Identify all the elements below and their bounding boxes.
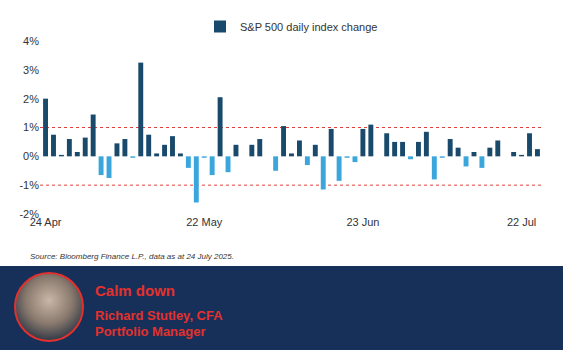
html-text:Source: Bloomberg Finance L.P.: Source: Bloomberg Finance L.P., data as …: [30, 252, 234, 261]
svg-text:23 Jun: 23 Jun: [346, 216, 379, 228]
svg-text:4%: 4%: [23, 35, 39, 47]
html-text:Portfolio Manager: Portfolio Manager: [95, 324, 206, 339]
svg-text:-1%: -1%: [19, 179, 39, 191]
svg-text:24 Apr: 24 Apr: [30, 216, 62, 228]
svg-text:S&P 500 daily index change: S&P 500 daily index change: [240, 21, 377, 33]
svg-text:1%: 1%: [23, 121, 39, 133]
svg-text:3%: 3%: [23, 64, 39, 76]
html-text:Richard Stutley, CFA: Richard Stutley, CFA: [95, 308, 223, 323]
svg-text:22 May: 22 May: [186, 216, 223, 228]
html-text:Calm down: Calm down: [95, 282, 175, 299]
svg-text:-2%: -2%: [19, 208, 39, 220]
svg-text:0%: 0%: [23, 150, 39, 162]
svg-text:2%: 2%: [23, 93, 39, 105]
svg-text:22 Jul: 22 Jul: [507, 216, 536, 228]
